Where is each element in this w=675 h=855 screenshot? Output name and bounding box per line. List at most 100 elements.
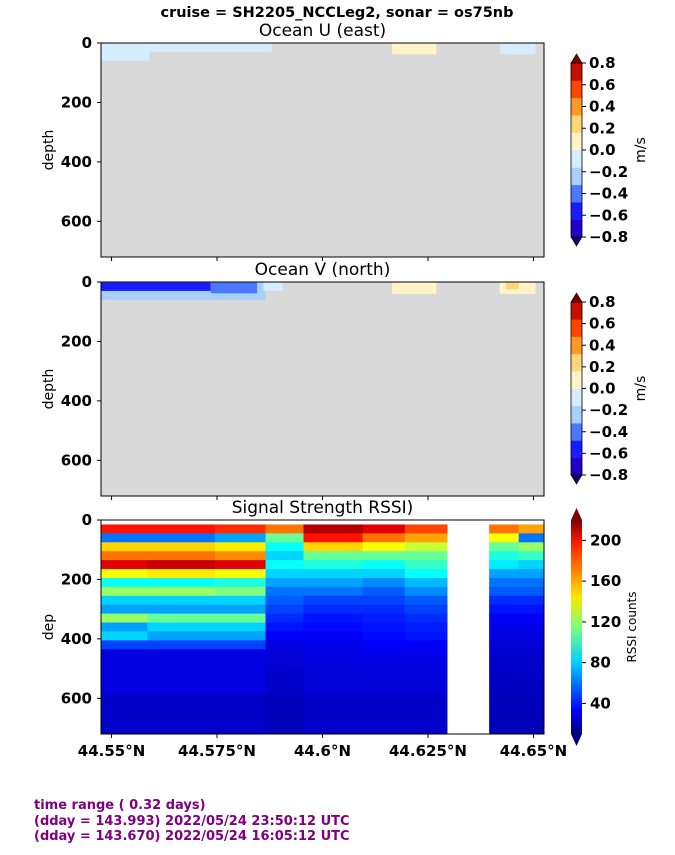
x-tick-label: 44.625°N: [389, 742, 467, 760]
rssi-cell: [362, 711, 406, 722]
rssi-cell: [265, 720, 305, 731]
rssi-cell: [303, 569, 364, 579]
colorbar-tick-label: 0.8: [589, 54, 616, 72]
rssi-cell: [214, 577, 267, 588]
rssi-cell: [489, 720, 520, 731]
colorbar-label: m/s: [633, 376, 649, 402]
colorbar-tick-label: −0.2: [589, 163, 628, 181]
rssi-cell: [489, 640, 520, 650]
end-time-label: (dday = 143.993) 2022/05/24 23:50:12 UTC: [34, 813, 350, 829]
velocity-cell-1: [101, 43, 150, 61]
rssi-cell: [101, 533, 148, 543]
rssi-cell: [147, 604, 216, 615]
rssi-cell: [362, 702, 406, 713]
colorbar-tick-label: 40: [590, 694, 611, 712]
rssi-cell: [101, 649, 148, 659]
rssi-cell: [362, 676, 406, 686]
rssi-cell: [147, 631, 216, 641]
rssi-cell: [101, 658, 148, 668]
y-axis-label: dep: [41, 614, 57, 641]
rssi-cell: [489, 524, 520, 534]
rssi-cell: [214, 622, 267, 632]
time-range-label: time range ( 0.32 days): [34, 798, 206, 813]
rssi-cell: [489, 676, 520, 686]
rssi-cell: [518, 533, 545, 543]
rssi-cell: [265, 693, 305, 704]
rssi-cell: [362, 613, 406, 624]
start-time-label: (dday = 143.670) 2022/05/24 16:05:12 UTC: [34, 829, 350, 844]
rssi-cell: [147, 524, 216, 534]
colorbar: 200 160 120 80 40 RSSI counts: [571, 508, 639, 746]
rssi-cell: [362, 729, 406, 735]
rssi-cell: [101, 711, 148, 722]
rssi-cell: [404, 524, 448, 534]
panel-title: Ocean U (east): [259, 21, 386, 41]
velocity-cell-4: [499, 43, 536, 55]
panel-title: Ocean V (north): [255, 260, 391, 280]
rssi-cell: [265, 631, 305, 641]
colorbar-level: [571, 405, 582, 424]
rssi-cell: [101, 542, 148, 552]
rssi-cell: [404, 604, 448, 615]
rssi-cell: [101, 640, 148, 650]
rssi-cell: [362, 667, 406, 677]
rssi-cell: [518, 676, 545, 686]
colorbar-level: [571, 457, 582, 476]
rssi-cell: [303, 649, 364, 659]
no-data-region: [101, 282, 544, 496]
rssi-cell: [265, 524, 305, 534]
rssi-cell: [147, 667, 216, 677]
rssi-cell: [101, 702, 148, 713]
rssi-cell: [303, 693, 364, 704]
rssi-cell: [214, 560, 267, 570]
rssi-cell: [214, 649, 267, 659]
rssi-cell: [362, 551, 406, 561]
rssi-cell: [101, 720, 148, 731]
rssi-cell: [518, 640, 545, 650]
panel-1: Ocean U (east)0200400600depth0.80.60.40.…: [41, 21, 649, 261]
rssi-cell: [362, 622, 406, 632]
rssi-cell: [518, 524, 545, 534]
rssi-cell: [147, 586, 216, 597]
rssi-cell: [489, 551, 520, 561]
rssi-cell: [518, 551, 545, 561]
rssi-cell: [489, 542, 520, 552]
rssi-cell: [362, 586, 406, 597]
colorbar-level: [571, 97, 582, 116]
rssi-cell: [303, 658, 364, 668]
rssi-cell: [214, 693, 267, 704]
rssi-cell: [214, 729, 267, 735]
rssi-cell: [265, 613, 305, 624]
rssi-cell: [404, 676, 448, 686]
rssi-cell: [214, 569, 267, 579]
rssi-cell: [362, 693, 406, 704]
rssi-cell: [265, 649, 305, 659]
rssi-cell: [518, 622, 545, 632]
rssi-cell: [147, 658, 216, 668]
rssi-cell: [147, 613, 216, 624]
y-tick-label: 400: [61, 153, 92, 171]
figure-title: cruise = SH2205_NCCLeg2, sonar = os75nb: [160, 5, 513, 21]
rssi-cell: [518, 684, 545, 695]
colorbar-tick-label: 120: [590, 613, 621, 631]
rssi-cell: [265, 711, 305, 722]
rssi-cell: [147, 577, 216, 588]
rssi-cell: [147, 622, 216, 632]
rssi-cell: [404, 586, 448, 597]
rssi-cell: [265, 702, 305, 713]
rssi-cell: [518, 658, 545, 668]
colorbar-level: [571, 167, 582, 186]
rssi-cell: [362, 631, 406, 641]
colorbar-level: [571, 423, 582, 441]
rssi-cell: [362, 560, 406, 570]
colorbar-level: [571, 336, 582, 355]
rssi-cell: [362, 577, 406, 588]
rssi-cell: [265, 560, 305, 570]
rssi-cell: [265, 676, 305, 686]
colorbar-tick-label: 0.0: [589, 380, 616, 398]
rssi-cell: [214, 720, 267, 731]
rssi-cell: [214, 684, 267, 695]
rssi-cell: [101, 622, 148, 632]
rssi-cell: [303, 702, 364, 713]
no-data-region: [101, 43, 544, 257]
